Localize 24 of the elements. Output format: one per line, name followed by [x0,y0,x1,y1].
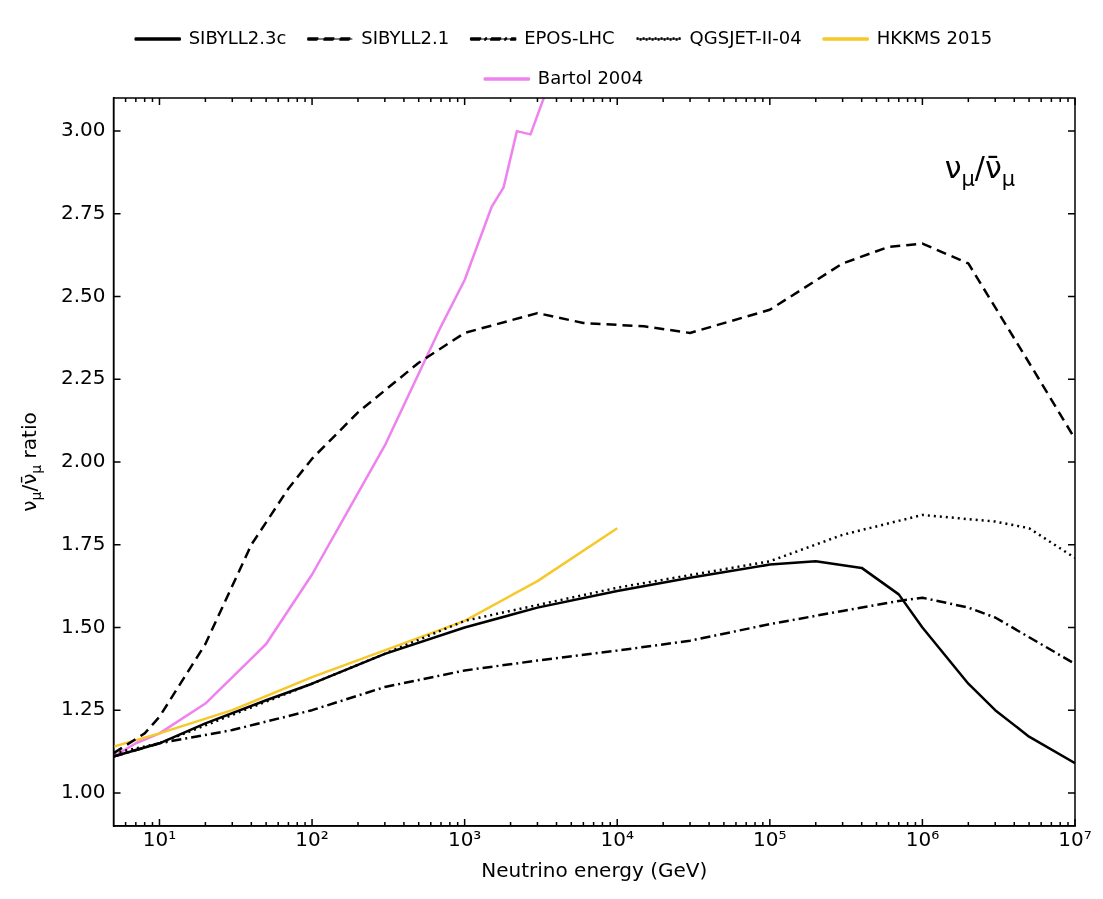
x-tick-label: 10⁶ [905,827,940,852]
x-tick-label: 10¹ [142,827,177,852]
y-axis-title: νμ/ν̄μ ratio [16,412,44,512]
legend-label: Bartol 2004 [537,66,644,88]
x-tick-label: 10⁴ [600,827,634,852]
y-tick-label: 1.25 [61,696,106,721]
y-tick-label: 2.00 [61,448,106,473]
y-tick-label: 1.00 [61,779,106,804]
y-tick-label: 2.25 [61,365,106,390]
x-tick-label: 10³ [447,827,482,852]
x-tick-label: 10⁵ [753,827,787,852]
legend-label: HKKMS 2015 [876,26,993,48]
legend-label: QGSJET-II-04 [689,26,802,48]
y-tick-label: 1.50 [61,613,106,638]
y-tick-label: 1.75 [61,530,106,555]
legend-label: SIBYLL2.3c [188,26,287,48]
x-axis-title: Neutrino energy (GeV) [481,858,708,883]
x-tick-label: 10² [295,827,329,852]
legend-label: SIBYLL2.1 [361,26,450,48]
y-tick-label: 2.75 [61,200,106,225]
x-tick-label: 10⁷ [1058,827,1092,852]
y-tick-label: 3.00 [61,117,106,142]
legend-label: EPOS-LHC [524,26,615,48]
y-tick-label: 2.50 [61,282,106,307]
